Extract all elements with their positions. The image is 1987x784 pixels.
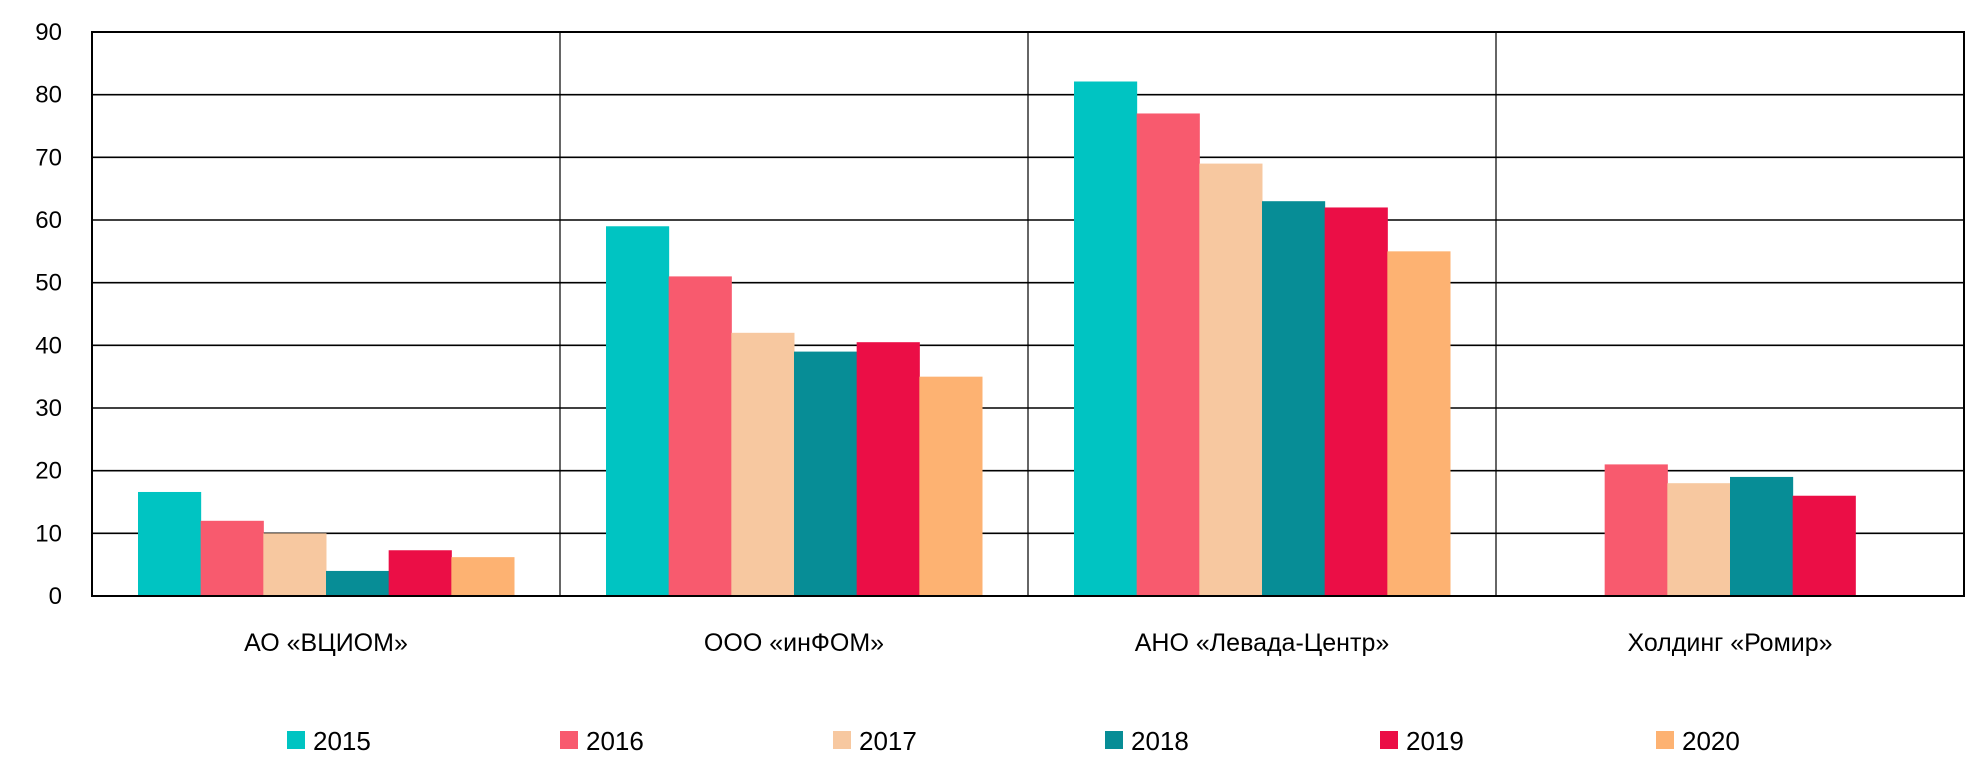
plot-frame <box>91 31 1965 597</box>
y-tick-label: 20 <box>35 458 62 485</box>
legend-swatch <box>1656 731 1674 749</box>
y-tick-label: 40 <box>35 332 62 359</box>
legend-swatch <box>287 731 305 749</box>
y-tick-label: 80 <box>35 82 62 109</box>
bar-2018-3 <box>1730 476 1794 596</box>
x-category-label: Холдинг «Ромир» <box>1627 629 1832 657</box>
bar-2017-1 <box>731 332 795 596</box>
legend-label: 2016 <box>586 726 644 756</box>
legend-swatch <box>1380 731 1398 749</box>
bar-2018-2 <box>1262 201 1326 596</box>
legend-label: 2019 <box>1406 726 1464 756</box>
y-tick-label: 10 <box>35 520 62 547</box>
bar-2018-1 <box>794 351 858 596</box>
y-axis: 0 10 20 30 40 50 60 70 80 90 <box>35 19 62 610</box>
plot-area-border <box>91 31 1965 597</box>
legend-label: 2017 <box>859 726 917 756</box>
bar-2019-3 <box>1792 495 1856 596</box>
legend-label: 2015 <box>313 726 371 756</box>
bar-2017-2 <box>1199 163 1263 596</box>
bars <box>138 81 1856 597</box>
bar-2019-1 <box>856 342 920 596</box>
legend-item-2020: 2020 <box>1656 726 1740 756</box>
bar-2016-0 <box>200 520 264 596</box>
bar-2018-0 <box>326 570 390 596</box>
legend-item-2019: 2019 <box>1380 726 1464 756</box>
legend-item-2017: 2017 <box>833 726 917 756</box>
legend: 2015 2016 2017 2018 2019 2020 <box>287 726 1740 756</box>
x-axis: АО «ВЦИОМ» ООО «инФОМ» АНО «Левада-Центр» Х… <box>244 629 1832 657</box>
legend-swatch <box>833 731 851 749</box>
bar-2016-3 <box>1604 464 1668 596</box>
bar-2020-0 <box>451 557 515 596</box>
bar-2015-2 <box>1074 81 1138 597</box>
x-category-label: АНО «Левада-Центр» <box>1135 629 1390 657</box>
legend-item-2018: 2018 <box>1105 726 1189 756</box>
legend-label: 2018 <box>1131 726 1189 756</box>
bar-2015-0 <box>138 491 202 596</box>
x-category-label: АО «ВЦИОМ» <box>244 629 408 657</box>
y-tick-label: 60 <box>35 207 62 234</box>
legend-item-2015: 2015 <box>287 726 371 756</box>
bar-2020-1 <box>919 376 983 596</box>
bar-2017-0 <box>263 533 327 596</box>
y-tick-label: 30 <box>35 395 62 422</box>
bar-2016-2 <box>1136 113 1200 596</box>
bar-2020-2 <box>1387 251 1451 597</box>
y-tick-label: 90 <box>35 19 62 46</box>
y-tick-label: 0 <box>49 583 62 610</box>
y-tick-label: 70 <box>35 144 62 171</box>
bar-2016-1 <box>668 276 732 596</box>
legend-label: 2020 <box>1682 726 1740 756</box>
legend-swatch <box>1105 731 1123 749</box>
bar-2015-1 <box>606 226 670 596</box>
legend-swatch <box>560 731 578 749</box>
bar-2017-3 <box>1667 483 1731 596</box>
legend-item-2016: 2016 <box>560 726 644 756</box>
bar-2019-0 <box>388 550 452 596</box>
bar-2019-2 <box>1324 207 1388 596</box>
y-tick-label: 50 <box>35 270 62 297</box>
x-category-label: ООО «инФОМ» <box>704 629 884 657</box>
